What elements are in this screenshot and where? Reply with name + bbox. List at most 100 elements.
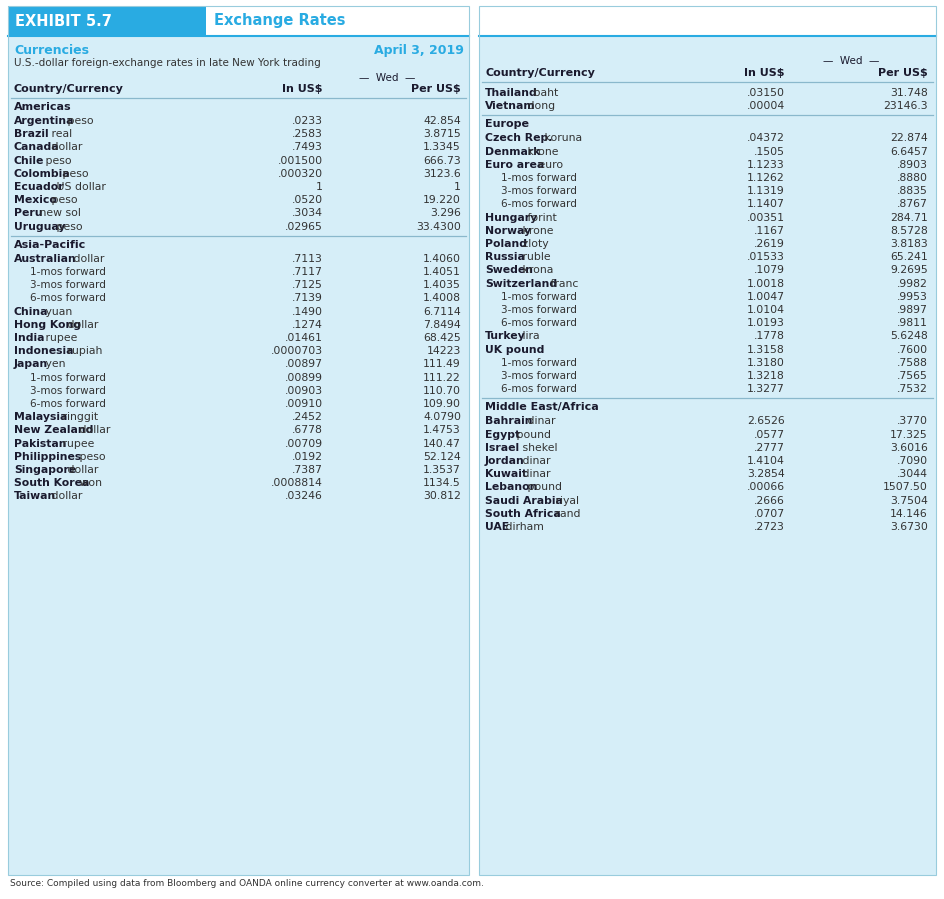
Text: 42.854: 42.854 bbox=[423, 116, 461, 126]
Text: .6778: .6778 bbox=[292, 425, 323, 435]
Text: .0707: .0707 bbox=[754, 509, 785, 519]
Text: lira: lira bbox=[518, 332, 539, 342]
Text: 17.325: 17.325 bbox=[890, 430, 928, 440]
Text: rand: rand bbox=[552, 509, 581, 519]
Text: In US$: In US$ bbox=[282, 84, 323, 94]
Text: 8.5728: 8.5728 bbox=[890, 226, 928, 236]
Text: 1.0018: 1.0018 bbox=[747, 279, 785, 289]
Text: .0233: .0233 bbox=[292, 116, 323, 126]
Text: 3.6730: 3.6730 bbox=[890, 522, 928, 532]
Text: zloty: zloty bbox=[518, 239, 548, 249]
Text: 1.4008: 1.4008 bbox=[423, 293, 461, 303]
Text: 2.6526: 2.6526 bbox=[748, 416, 785, 426]
Text: peso: peso bbox=[64, 116, 94, 126]
Text: .8903: .8903 bbox=[897, 160, 928, 170]
Text: 52.124: 52.124 bbox=[423, 452, 461, 462]
Text: .3034: .3034 bbox=[292, 209, 323, 218]
Text: Poland: Poland bbox=[485, 239, 527, 249]
Text: 3.2854: 3.2854 bbox=[748, 469, 785, 479]
Text: 1134.5: 1134.5 bbox=[423, 478, 461, 488]
Text: 6-mos forward: 6-mos forward bbox=[30, 399, 106, 409]
Bar bbox=[479, 6, 936, 36]
Text: .8767: .8767 bbox=[897, 200, 928, 209]
Text: dong: dong bbox=[524, 102, 555, 111]
Text: Chile: Chile bbox=[14, 156, 44, 165]
Bar bbox=[8, 6, 206, 36]
Text: .2666: .2666 bbox=[754, 495, 785, 505]
Text: rupee: rupee bbox=[59, 439, 94, 449]
Text: Indonesia: Indonesia bbox=[14, 346, 74, 356]
Text: .2777: .2777 bbox=[754, 443, 785, 453]
Text: 14.146: 14.146 bbox=[890, 509, 928, 519]
Text: 3.8715: 3.8715 bbox=[423, 129, 461, 139]
Text: 111.22: 111.22 bbox=[423, 372, 461, 383]
Text: 1.4060: 1.4060 bbox=[423, 254, 461, 263]
Text: pound: pound bbox=[524, 483, 563, 493]
Text: 1.4753: 1.4753 bbox=[423, 425, 461, 435]
Text: 1.3180: 1.3180 bbox=[747, 358, 785, 368]
Text: Brazil: Brazil bbox=[14, 129, 49, 139]
Text: .7493: .7493 bbox=[292, 142, 323, 153]
Text: China: China bbox=[14, 307, 48, 316]
Text: 23146.3: 23146.3 bbox=[884, 102, 928, 111]
Text: 6.7114: 6.7114 bbox=[423, 307, 461, 316]
Text: dollar: dollar bbox=[47, 142, 82, 153]
Text: dollar: dollar bbox=[70, 254, 105, 263]
Text: 1.3537: 1.3537 bbox=[423, 465, 461, 475]
Text: .7139: .7139 bbox=[292, 293, 323, 303]
Text: 1-mos forward: 1-mos forward bbox=[30, 372, 106, 383]
Text: .1079: .1079 bbox=[754, 265, 785, 275]
Text: 1.4035: 1.4035 bbox=[423, 280, 461, 290]
Text: .7588: .7588 bbox=[897, 358, 928, 368]
Text: 65.241: 65.241 bbox=[890, 253, 928, 263]
Text: Canada: Canada bbox=[14, 142, 59, 153]
Text: .1490: .1490 bbox=[292, 307, 323, 316]
Text: Norway: Norway bbox=[485, 226, 531, 236]
Text: .7090: .7090 bbox=[897, 456, 928, 466]
Text: EXHIBIT 5.7: EXHIBIT 5.7 bbox=[15, 13, 112, 29]
Text: baht: baht bbox=[530, 88, 558, 98]
Text: South Africa: South Africa bbox=[485, 509, 561, 519]
Text: .3770: .3770 bbox=[897, 416, 928, 426]
Text: .7113: .7113 bbox=[292, 254, 323, 263]
Text: euro: euro bbox=[535, 160, 564, 170]
Text: franc: franc bbox=[547, 279, 578, 289]
Text: .8880: .8880 bbox=[897, 173, 928, 183]
Text: 6-mos forward: 6-mos forward bbox=[30, 293, 106, 303]
Text: .2619: .2619 bbox=[754, 239, 785, 249]
Text: .9897: .9897 bbox=[897, 305, 928, 315]
Text: 30.812: 30.812 bbox=[423, 492, 461, 502]
Text: Uruguay: Uruguay bbox=[14, 221, 65, 232]
Text: Per US$: Per US$ bbox=[878, 68, 928, 78]
Text: 1.0193: 1.0193 bbox=[747, 318, 785, 328]
Text: Ecuador: Ecuador bbox=[14, 182, 63, 192]
Bar bbox=[479, 6, 936, 875]
Text: Argentina: Argentina bbox=[14, 116, 75, 126]
Text: 6.6457: 6.6457 bbox=[890, 147, 928, 156]
Text: 1.3158: 1.3158 bbox=[748, 344, 785, 354]
Text: Saudi Arabia: Saudi Arabia bbox=[485, 495, 563, 505]
Text: 1507.50: 1507.50 bbox=[884, 483, 928, 493]
Bar bbox=[206, 6, 469, 36]
Text: Czech Rep.: Czech Rep. bbox=[485, 133, 552, 144]
Text: ruble: ruble bbox=[518, 253, 550, 263]
Text: .01533: .01533 bbox=[747, 253, 785, 263]
Text: 1.1319: 1.1319 bbox=[748, 186, 785, 196]
Text: 9.2695: 9.2695 bbox=[890, 265, 928, 275]
Text: UK pound: UK pound bbox=[485, 344, 545, 354]
Text: 3.8183: 3.8183 bbox=[890, 239, 928, 249]
Text: Sweden: Sweden bbox=[485, 265, 533, 275]
Text: Source: Compiled using data from Bloomberg and OANDA online currency converter a: Source: Compiled using data from Bloombe… bbox=[10, 879, 484, 888]
Text: Country/Currency: Country/Currency bbox=[485, 68, 595, 78]
Text: 1.3218: 1.3218 bbox=[748, 371, 785, 381]
Text: 110.70: 110.70 bbox=[423, 386, 461, 396]
Text: 666.73: 666.73 bbox=[423, 156, 461, 165]
Text: dollar: dollar bbox=[64, 465, 99, 475]
Text: .00897: .00897 bbox=[285, 360, 323, 369]
Text: Vietnam: Vietnam bbox=[485, 102, 535, 111]
Text: .0192: .0192 bbox=[292, 452, 323, 462]
Text: —  Wed  —: — Wed — bbox=[359, 73, 415, 83]
Text: Philippines: Philippines bbox=[14, 452, 81, 462]
Text: Americas: Americas bbox=[14, 102, 72, 112]
Text: peso: peso bbox=[76, 452, 105, 462]
